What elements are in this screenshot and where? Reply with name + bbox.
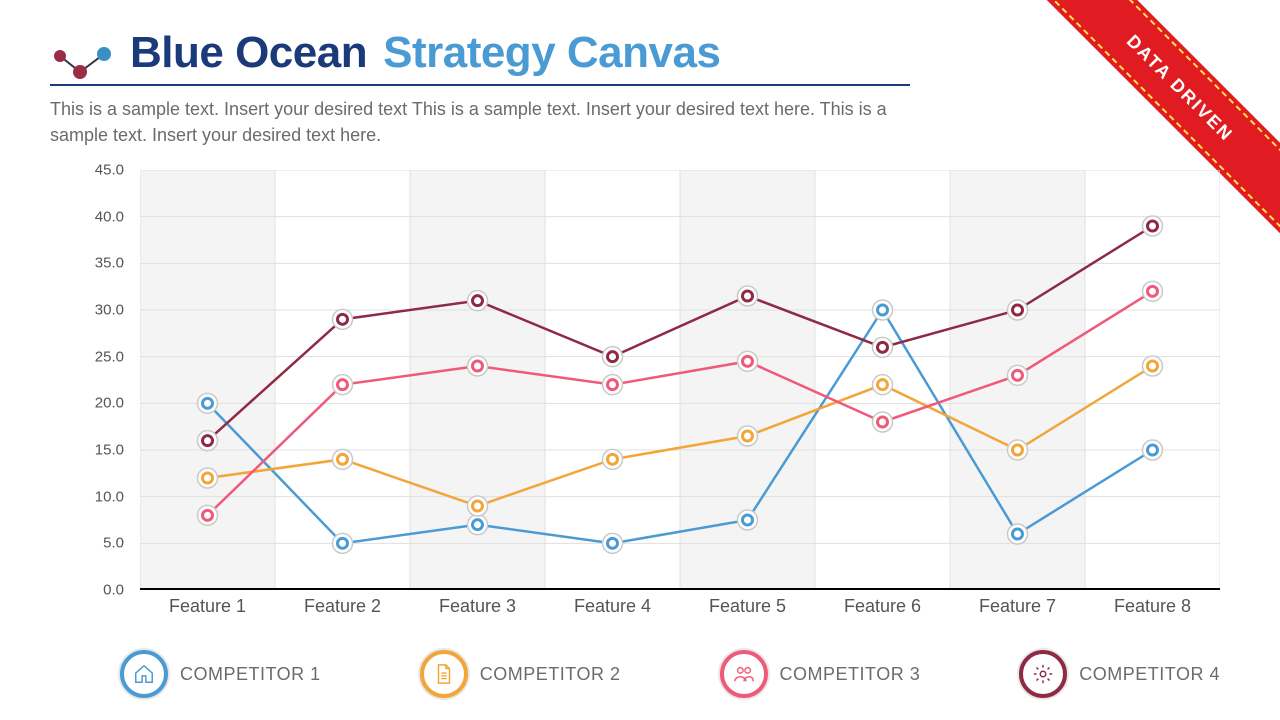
gear-icon bbox=[1019, 650, 1067, 698]
legend-item: COMPETITOR 4 bbox=[1019, 650, 1220, 698]
y-tick-label: 10.0 bbox=[64, 488, 124, 505]
strategy-canvas-chart: 0.05.010.015.020.025.030.035.040.045.0 F… bbox=[60, 170, 1220, 590]
y-tick-label: 30.0 bbox=[64, 302, 124, 319]
x-axis-labels: Feature 1 Feature 2 Feature 3 Feature 4 Feat… bbox=[140, 596, 1220, 620]
x-tick-label: Feature 5 bbox=[709, 596, 786, 617]
y-tick-label: 45.0 bbox=[64, 162, 124, 179]
x-tick-label: Feature 6 bbox=[844, 596, 921, 617]
x-tick-label: Feature 8 bbox=[1114, 596, 1191, 617]
y-tick-label: 25.0 bbox=[64, 348, 124, 365]
legend-label: COMPETITOR 2 bbox=[480, 664, 621, 685]
title-primary: Blue Ocean bbox=[130, 28, 367, 78]
y-tick-label: 40.0 bbox=[64, 208, 124, 225]
legend-item: COMPETITOR 1 bbox=[120, 650, 321, 698]
y-tick-label: 35.0 bbox=[64, 255, 124, 272]
x-tick-label: Feature 4 bbox=[574, 596, 651, 617]
plot-area bbox=[140, 170, 1220, 590]
legend-label: COMPETITOR 4 bbox=[1079, 664, 1220, 685]
y-tick-label: 0.0 bbox=[64, 582, 124, 599]
legend-item: COMPETITOR 2 bbox=[420, 650, 621, 698]
file-icon bbox=[420, 650, 468, 698]
title-underline bbox=[50, 84, 910, 86]
people-icon bbox=[720, 650, 768, 698]
home-icon bbox=[120, 650, 168, 698]
y-tick-label: 15.0 bbox=[64, 442, 124, 459]
y-tick-label: 5.0 bbox=[64, 535, 124, 552]
y-axis-labels: 0.05.010.015.020.025.030.035.040.045.0 bbox=[60, 170, 130, 590]
header: Blue Ocean Strategy Canvas This is a sam… bbox=[50, 28, 930, 148]
x-tick-label: Feature 3 bbox=[439, 596, 516, 617]
legend-item: COMPETITOR 3 bbox=[720, 650, 921, 698]
y-tick-label: 20.0 bbox=[64, 395, 124, 412]
x-tick-label: Feature 1 bbox=[169, 596, 246, 617]
ribbon-text: DATA DRIVEN bbox=[1122, 30, 1237, 145]
title-secondary: Strategy Canvas bbox=[383, 28, 720, 78]
chart-legend: COMPETITOR 1 COMPETITOR 2 COMPETITOR 3 COMP… bbox=[120, 646, 1220, 702]
logo-icon bbox=[48, 46, 118, 82]
legend-label: COMPETITOR 1 bbox=[180, 664, 321, 685]
x-tick-label: Feature 2 bbox=[304, 596, 381, 617]
legend-label: COMPETITOR 3 bbox=[780, 664, 921, 685]
x-tick-label: Feature 7 bbox=[979, 596, 1056, 617]
subtitle-text: This is a sample text. Insert your desir… bbox=[50, 96, 910, 148]
